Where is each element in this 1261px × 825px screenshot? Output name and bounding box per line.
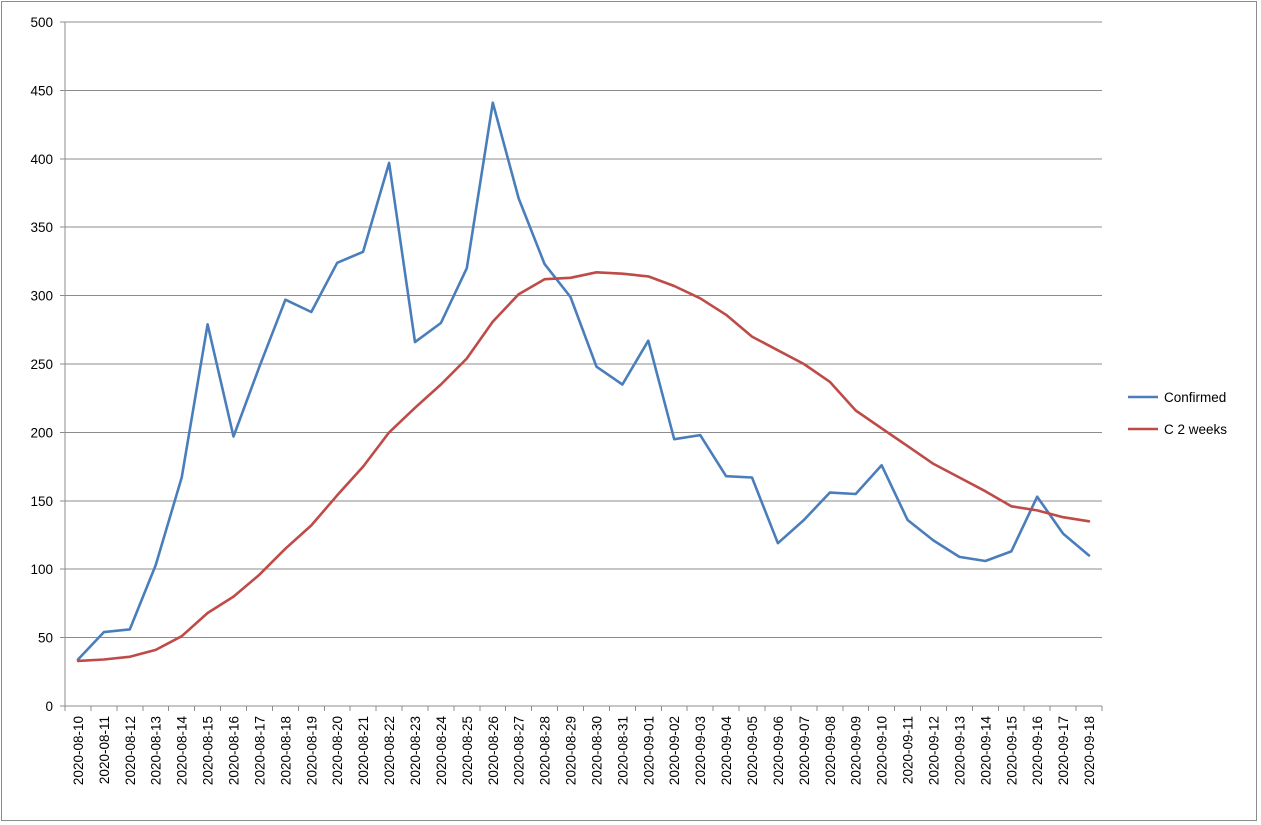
series-line-c-2-weeks (76, 270, 1091, 663)
x-tick-label: 2020-08-21 (356, 716, 371, 785)
x-tick-label: 2020-09-13 (952, 716, 967, 785)
y-tick-label: 400 (30, 152, 53, 167)
x-tick-label: 2020-08-25 (460, 716, 475, 785)
x-tick-label: 2020-09-04 (719, 716, 734, 786)
x-tick-label: 2020-08-29 (564, 716, 579, 785)
x-tick-label: 2020-09-09 (849, 716, 864, 785)
y-tick-label: 50 (38, 631, 53, 646)
x-tick-label: 2020-08-30 (589, 716, 604, 785)
x-tick-label: 2020-08-14 (175, 716, 190, 786)
x-tick-label: 2020-08-17 (252, 716, 267, 785)
x-tick-label: 2020-09-07 (797, 716, 812, 785)
x-tick-label: 2020-09-10 (875, 716, 890, 785)
x-tick-label: 2020-08-20 (330, 716, 345, 785)
x-tick-label: 2020-08-12 (123, 716, 138, 785)
legend: Confirmed C 2 weeks (1128, 390, 1227, 437)
x-tick-label: 2020-08-23 (408, 716, 423, 785)
x-tick-label: 2020-08-10 (71, 716, 86, 785)
axes (60, 21, 1103, 711)
x-tick-labels: 2020-08-10 2020-08-11 2020-08-12 2020-08-13… (71, 716, 1097, 786)
x-tick-label: 2020-08-24 (434, 716, 449, 786)
x-tick-label: 2020-09-17 (1056, 716, 1071, 785)
x-tick-label: 2020-08-18 (278, 716, 293, 785)
x-tick-label: 2020-08-19 (304, 716, 319, 785)
gridlines (65, 21, 1102, 639)
series-line-confirmed (76, 101, 1091, 661)
x-tick-label: 2020-08-31 (615, 716, 630, 785)
y-tick-label: 200 (30, 425, 53, 440)
x-tick-label: 2020-08-13 (149, 716, 164, 785)
x-tick-label: 2020-09-06 (771, 716, 786, 785)
x-tick-label: 2020-09-01 (641, 716, 656, 785)
y-tick-label: 100 (30, 562, 53, 577)
x-tick-label: 2020-09-03 (693, 716, 708, 785)
x-tick-label: 2020-08-26 (486, 716, 501, 785)
y-tick-label: 450 (30, 83, 53, 98)
x-tick-label: 2020-09-15 (1004, 716, 1019, 785)
series-lines (76, 101, 1091, 663)
x-tick-label: 2020-08-16 (227, 716, 242, 785)
y-tick-label: 250 (30, 357, 53, 372)
y-tick-labels: 0 50 100 150 200 250 300 350 400 450 500 (30, 15, 53, 714)
legend-label: Confirmed (1164, 390, 1226, 405)
x-tick-label: 2020-08-27 (512, 716, 527, 785)
x-tick-label: 2020-08-11 (97, 716, 112, 784)
x-tick-label: 2020-09-18 (1082, 716, 1097, 785)
x-tick-label: 2020-09-12 (926, 716, 941, 785)
x-tick-label: 2020-09-14 (978, 716, 993, 786)
x-tick-label: 2020-09-11 (901, 716, 916, 784)
y-tick-label: 350 (30, 220, 53, 235)
x-tick-label: 2020-08-28 (538, 716, 553, 785)
y-tick-label: 0 (45, 699, 53, 714)
x-tick-label: 2020-08-22 (382, 716, 397, 785)
x-tick-label: 2020-09-08 (823, 716, 838, 785)
x-tick-label: 2020-08-15 (201, 716, 216, 785)
x-tick-label: 2020-09-02 (667, 716, 682, 785)
y-tick-label: 500 (30, 15, 53, 30)
y-tick-label: 300 (30, 289, 53, 304)
y-tick-label: 150 (30, 494, 53, 509)
x-tick-label: 2020-09-05 (745, 716, 760, 785)
legend-label: C 2 weeks (1164, 422, 1227, 437)
x-tick-label: 2020-09-16 (1030, 716, 1045, 785)
